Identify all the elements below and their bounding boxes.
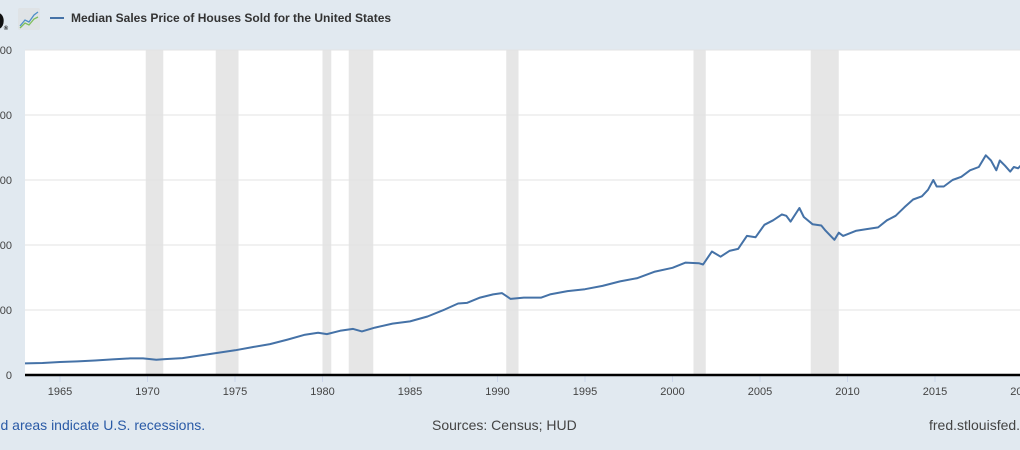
- recession-note-text: Shaded areas indicate U.S. recessions.: [0, 417, 206, 433]
- recession-band: [693, 50, 706, 375]
- chart-logo-icon: [18, 8, 40, 30]
- y-tick-label: 200,000: [0, 240, 12, 252]
- x-tick-label: 2020: [1010, 386, 1020, 398]
- recession-band: [810, 50, 839, 375]
- fred-logo: D®: [0, 6, 8, 36]
- recession-band: [506, 50, 519, 375]
- legend-label: Median Sales Price of Houses Sold for th…: [71, 11, 392, 25]
- y-tick-label: 500,000: [0, 45, 12, 57]
- x-tick-label: 1995: [573, 386, 597, 398]
- x-tick-label: 2015: [923, 386, 947, 398]
- plot-area: [25, 50, 1020, 375]
- y-tick-label: 100,000: [0, 305, 12, 317]
- series-line: [24, 154, 1020, 365]
- x-tick-label: 2005: [748, 386, 772, 398]
- recession-band: [145, 50, 164, 375]
- site-link[interactable]: fred.stlouisfed.org: [929, 417, 1020, 433]
- x-tick-label: 2010: [835, 386, 859, 398]
- x-tick-label: 1975: [223, 386, 247, 398]
- recession-band: [215, 50, 239, 375]
- x-tick-label: 1990: [485, 386, 509, 398]
- recession-band: [348, 50, 374, 375]
- legend-swatch: [50, 17, 64, 19]
- recession-note: Shaded areas indicate U.S. recessions.: [0, 417, 205, 433]
- chart-legend[interactable]: Median Sales Price of Houses Sold for th…: [50, 11, 391, 25]
- recession-band: [322, 50, 332, 375]
- x-tick-label: 1965: [48, 386, 72, 398]
- y-tick-label: 300,000: [0, 175, 12, 187]
- sources-text: Sources: Census; HUD: [432, 417, 577, 433]
- x-tick-label: 2000: [660, 386, 684, 398]
- x-tick-label: 1980: [310, 386, 334, 398]
- y-tick-label: 0: [6, 370, 12, 382]
- x-tick-label: 1970: [135, 386, 159, 398]
- x-tick-label: 1985: [398, 386, 422, 398]
- y-tick-label: 400,000: [0, 110, 12, 122]
